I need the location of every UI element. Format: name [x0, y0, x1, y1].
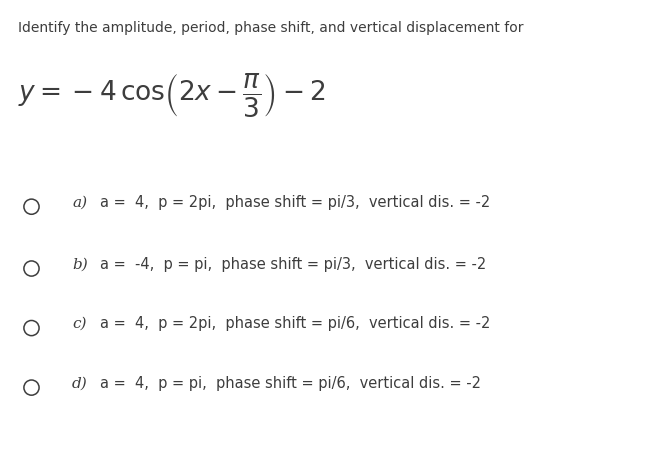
Text: a =  -4,  p = pi,  phase shift = pi/3,  vertical dis. = -2: a = -4, p = pi, phase shift = pi/3, vert…: [100, 257, 486, 272]
Text: b): b): [72, 257, 88, 271]
Text: a): a): [72, 196, 87, 209]
Text: d): d): [72, 376, 88, 390]
Text: $y = -4\,\cos\!\left(2x - \dfrac{\pi}{3}\right) - 2$: $y = -4\,\cos\!\left(2x - \dfrac{\pi}{3}…: [18, 71, 326, 119]
Text: a =  4,  p = 2pi,  phase shift = pi/3,  vertical dis. = -2: a = 4, p = 2pi, phase shift = pi/3, vert…: [100, 195, 490, 210]
Text: Identify the amplitude, period, phase shift, and vertical displacement for: Identify the amplitude, period, phase sh…: [18, 21, 531, 35]
Text: c): c): [72, 317, 87, 331]
Text: a =  4,  p = 2pi,  phase shift = pi/6,  vertical dis. = -2: a = 4, p = 2pi, phase shift = pi/6, vert…: [100, 316, 490, 331]
Text: a =  4,  p = pi,  phase shift = pi/6,  vertical dis. = -2: a = 4, p = pi, phase shift = pi/6, verti…: [100, 376, 481, 391]
